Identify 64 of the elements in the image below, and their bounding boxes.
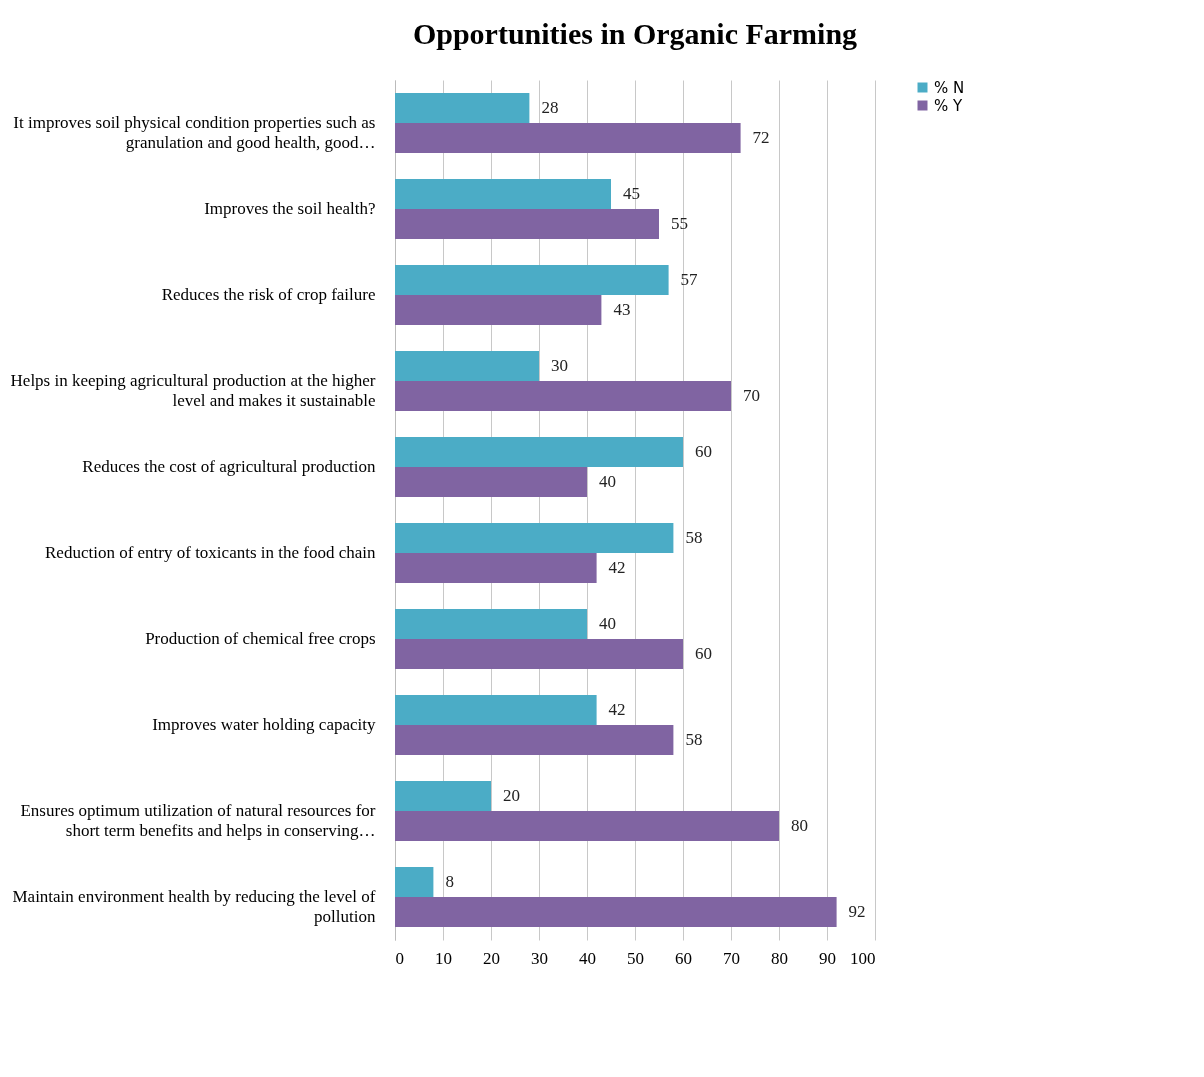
data-label: 42 bbox=[608, 699, 626, 719]
data-label: 40 bbox=[599, 472, 616, 492]
legend-label: % N bbox=[934, 78, 965, 97]
data-label: 57 bbox=[680, 269, 699, 289]
bar bbox=[395, 694, 597, 725]
data-label: 42 bbox=[608, 558, 626, 578]
data-label: 43 bbox=[613, 300, 631, 320]
data-label: 72 bbox=[752, 128, 770, 148]
data-label: 28 bbox=[541, 97, 559, 117]
bar bbox=[395, 178, 611, 209]
y-tick-label: Ensures optimum utilization of natural resources for short term benefits and helps in conserving… bbox=[20, 801, 376, 840]
bar bbox=[395, 264, 669, 295]
bar bbox=[395, 350, 539, 381]
y-tick-label: Maintain environment health by reducing the level of pollution bbox=[12, 887, 376, 926]
bar bbox=[395, 866, 434, 897]
bar bbox=[395, 381, 731, 412]
bar bbox=[395, 92, 530, 123]
bar bbox=[395, 436, 683, 467]
bar bbox=[395, 467, 587, 498]
bar bbox=[395, 209, 659, 240]
data-label: 30 bbox=[551, 355, 568, 375]
bar bbox=[395, 725, 674, 756]
bar bbox=[395, 553, 597, 584]
y-tick-label: Production of chemical free crops bbox=[145, 629, 376, 648]
y-tick-label: Helps in keeping agricultural production at the higher level and makes it sustainable bbox=[10, 371, 376, 410]
bar bbox=[395, 295, 602, 326]
y-tick-label: Reduction of entry of toxicants in the food chain bbox=[45, 543, 376, 562]
y-tick-label: Reduces the cost of agricultural production bbox=[82, 457, 376, 476]
x-tick-label: 40 bbox=[579, 948, 596, 968]
data-label: 55 bbox=[671, 214, 688, 234]
data-label: 20 bbox=[503, 785, 520, 805]
data-label: 40 bbox=[599, 613, 616, 633]
data-label: 70 bbox=[743, 386, 760, 406]
data-label: 92 bbox=[848, 902, 866, 922]
bar bbox=[395, 780, 491, 811]
x-tick-label: 90 bbox=[819, 948, 836, 968]
x-tick-label: 70 bbox=[723, 948, 740, 968]
bar bbox=[395, 608, 587, 639]
legend-label: % Y bbox=[934, 96, 964, 115]
data-label: 45 bbox=[623, 183, 640, 203]
data-label: 8 bbox=[445, 871, 454, 891]
x-tick-label: 100 bbox=[850, 948, 876, 968]
x-tick-label: 30 bbox=[531, 948, 548, 968]
x-tick-label: 80 bbox=[771, 948, 788, 968]
data-label: 60 bbox=[695, 441, 712, 461]
chart-title: Opportunities in Organic Farming bbox=[412, 17, 858, 50]
bar bbox=[395, 897, 837, 928]
bar bbox=[395, 123, 741, 154]
bar bbox=[395, 522, 674, 553]
x-tick-label: 20 bbox=[483, 948, 500, 968]
x-tick-label: 50 bbox=[627, 948, 644, 968]
data-label: 58 bbox=[685, 730, 703, 750]
data-label: 60 bbox=[695, 644, 712, 664]
x-tick-label: 0 bbox=[395, 948, 404, 968]
y-tick-label: Improves water holding capacity bbox=[152, 715, 376, 734]
x-tick-label: 60 bbox=[675, 948, 692, 968]
y-tick-label: Reduces the risk of crop failure bbox=[161, 285, 376, 304]
bar bbox=[395, 639, 683, 670]
x-tick-label: 10 bbox=[435, 948, 452, 968]
bar bbox=[395, 811, 779, 842]
y-tick-label: Improves the soil health? bbox=[204, 199, 376, 218]
y-tick-label: It improves soil physical condition properties such as granulation and good health, good… bbox=[13, 113, 376, 152]
data-label: 58 bbox=[685, 527, 703, 547]
data-label: 80 bbox=[791, 816, 808, 836]
